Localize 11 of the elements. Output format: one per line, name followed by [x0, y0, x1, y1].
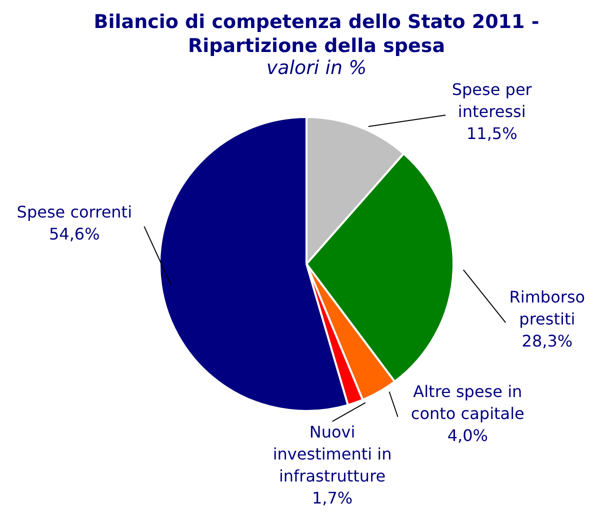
data-label: 11,5%	[466, 124, 518, 144]
data-label: 1,7%	[312, 488, 353, 508]
slice-label: Nuovi investimenti in infrastrutture	[272, 422, 392, 486]
data-label: 28,3%	[522, 332, 573, 351]
slice-label: Rimborso prestiti	[509, 288, 586, 329]
chart-subtitle: valori in %	[266, 57, 367, 80]
data-label: 54,6%	[48, 224, 100, 244]
slice-label: Spese correnti	[16, 202, 132, 222]
data-label: 4,0%	[447, 426, 488, 445]
slice-label: Spese per interessi	[452, 80, 532, 122]
slice-label: Altre spese in conto capitale	[410, 382, 524, 423]
